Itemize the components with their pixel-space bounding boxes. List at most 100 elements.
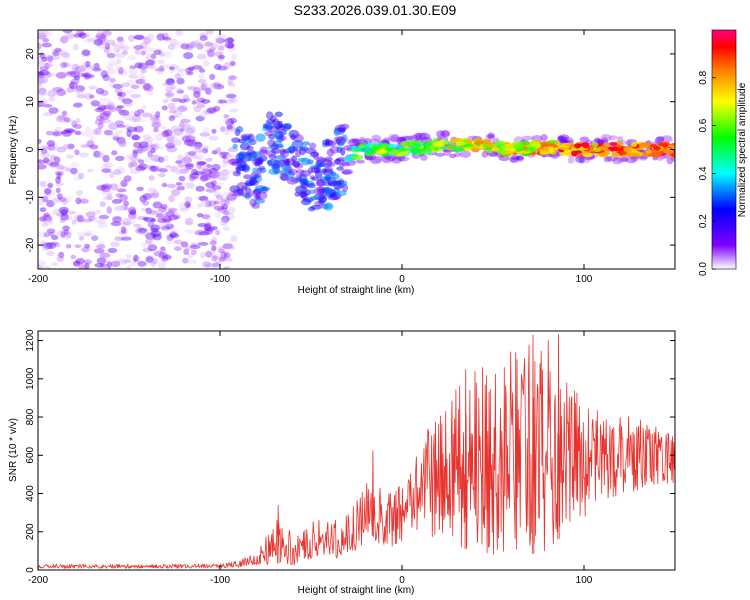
x-tick-label: -200 [28,575,48,586]
spectrogram-cell [211,245,217,252]
spectrogram-cell [341,168,354,175]
spectrogram-cell [166,218,173,222]
spectrogram-cell [60,209,68,216]
spectrogram-cell [388,136,398,143]
spectrogram-cell [293,163,304,169]
spectrogram-cell [153,49,162,55]
spectrogram-cell [409,134,419,142]
spectrogram-cell [161,105,168,111]
spectrogram-cell [133,34,144,40]
y-tick-label: 800 [25,408,36,425]
spectrogram-cell [90,100,101,107]
spectrogram-cell [80,144,90,148]
spectrogram-cell [169,38,178,46]
spectrogram-cell [149,210,158,216]
spectrogram-cell [201,214,210,220]
spectrogram-cell [202,261,212,268]
spectrogram-cell [161,255,169,262]
spectrogram-cell [117,91,123,97]
spectrogram-cell [190,249,197,256]
spectrogram-cell [211,128,217,134]
spectrogram-cell [610,152,621,158]
spectrogram-cell [115,193,124,198]
spectrogram-cell [191,242,197,247]
spectrogram-cell [124,259,131,263]
spectrogram-cell [148,165,160,172]
spectrogram-cell [99,112,110,120]
spectrogram-cell [65,231,72,239]
snr-y-axis-label: SNR (10 * v/v) [8,418,19,482]
spectrogram-cell [228,206,236,214]
spectrogram-cell [177,154,184,161]
spectrogram-cell [358,144,366,149]
spectrogram-cell [107,68,117,75]
spectrogram-cell [187,139,197,147]
spectrogram-cell [174,246,182,252]
spectrogram-cell [403,135,415,141]
spectrogram-cell [200,174,212,181]
spectrogram-cell [571,150,578,157]
spectrogram-cell [260,167,267,174]
spectrogram-cell [616,156,628,163]
spectrogram-cell [81,247,90,253]
spectrogram-cell [201,99,211,104]
spectrogram-cell [59,49,69,57]
spectrogram-cell [293,161,301,168]
spectrogram-cell [116,258,127,263]
spectrogram-cell [185,229,194,234]
spectrogram-cell [71,120,78,128]
spectrogram-cell [128,162,134,169]
spectrogram-cell [173,214,181,219]
spectrogram-cell [193,39,204,45]
spectrogram-cell [152,190,160,198]
spectrogram-cell [209,46,216,51]
spectrogram-cell [661,135,673,143]
spectrogram-cell [38,76,49,84]
spectrogram-cell [266,111,274,120]
colorbar-tick-label: 0.4 [698,166,709,180]
spectrogram-cell [626,139,633,145]
spectrogram-cell [288,168,298,176]
spectrogram-cell [97,34,107,42]
spectrogram-cell [193,142,203,150]
spectrogram-cell [62,143,74,150]
spectrogram-cell [241,185,248,191]
spectrogram-cell [174,73,181,79]
spectrogram-cell [222,157,230,164]
spectrogram-cell [166,239,174,245]
spectrogram-cell [187,253,193,259]
spectrogram-cell [223,61,231,69]
spectrogram-cell [218,257,226,262]
spectrogram-cell [93,39,103,46]
spectrogram-cell [160,204,168,210]
spectrogram-cell [158,206,167,213]
spectrogram-cell [288,129,300,139]
spectrogram-cell [65,118,73,123]
spectrogram-cell [115,129,124,135]
spectrogram-cell [244,193,251,200]
spectrogram-cell [241,135,250,141]
spectrogram-cell [85,64,93,70]
spectrogram-cell [211,42,219,49]
spectrogram-cell [221,168,230,177]
spectrogram-cell [516,155,524,162]
spectrogram-cell [73,214,82,223]
spectrogram-x-ticks: -200 -100 0 100 [28,30,593,285]
spectrogram-cell [67,143,75,150]
spectrogram-cell [270,163,281,170]
spectrogram-cell [117,44,124,49]
spectrogram-cell [227,77,234,86]
spectrogram-cell [143,137,155,143]
spectrogram-cell [219,198,227,206]
spectrogram-cell [399,151,407,156]
spectrogram-cell [198,73,205,79]
spectrogram-cell [181,123,192,130]
spectrogram-cell [44,62,50,70]
x-tick-label: 0 [399,575,405,586]
spectrogram-cell [38,159,46,164]
spectrogram-cell [183,156,192,162]
spectrogram-cell [134,125,144,133]
spectrogram-cell [110,241,120,247]
spectrogram-cell [415,132,427,140]
spectrogram-cell [152,201,163,209]
